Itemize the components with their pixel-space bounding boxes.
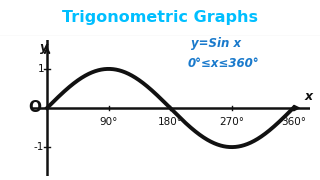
- Text: 0°≤x≤360°: 0°≤x≤360°: [187, 57, 259, 70]
- Text: y: y: [40, 41, 48, 54]
- Text: 360°: 360°: [281, 117, 306, 127]
- Text: 270°: 270°: [219, 117, 244, 127]
- Text: 90°: 90°: [100, 117, 118, 127]
- Text: -1: -1: [34, 142, 44, 152]
- Text: 180°: 180°: [158, 117, 183, 127]
- Text: y=Sin x: y=Sin x: [191, 37, 241, 50]
- Text: x: x: [305, 90, 313, 103]
- Text: O: O: [28, 100, 41, 116]
- Text: Trigonometric Graphs: Trigonometric Graphs: [62, 10, 258, 25]
- Text: 1: 1: [38, 64, 44, 74]
